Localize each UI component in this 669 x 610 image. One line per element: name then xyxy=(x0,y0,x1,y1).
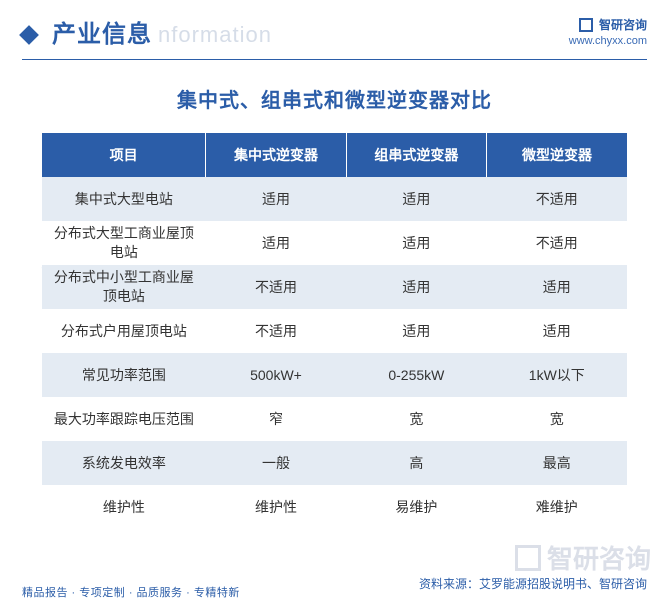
watermark-bottom-right: 智研咨询 xyxy=(515,539,651,576)
cell: 适用 xyxy=(487,309,627,353)
cell: 不适用 xyxy=(487,177,627,221)
cell: 适用 xyxy=(206,177,346,221)
cell: 适用 xyxy=(487,265,627,309)
comparison-table: 项目 集中式逆变器 组串式逆变器 微型逆变器 集中式大型电站适用适用不适用分布式… xyxy=(42,133,627,529)
col-header: 集中式逆变器 xyxy=(206,133,346,177)
row-label: 分布式大型工商业屋顶电站 xyxy=(42,221,206,265)
cell: 适用 xyxy=(346,265,486,309)
row-label: 分布式中小型工商业屋顶电站 xyxy=(42,265,206,309)
row-label: 分布式户用屋顶电站 xyxy=(42,309,206,353)
row-label: 维护性 xyxy=(42,485,206,529)
table-row: 集中式大型电站适用适用不适用 xyxy=(42,177,627,221)
table-row: 分布式中小型工商业屋顶电站不适用适用适用 xyxy=(42,265,627,309)
cell: 500kW+ xyxy=(206,353,346,397)
cell: 适用 xyxy=(346,221,486,265)
cell: 最高 xyxy=(487,441,627,485)
cell: 适用 xyxy=(346,177,486,221)
table-row: 最大功率跟踪电压范围窄宽宽 xyxy=(42,397,627,441)
cell: 0-255kW xyxy=(346,353,486,397)
row-label: 最大功率跟踪电压范围 xyxy=(42,397,206,441)
header-left: 产业信息 nformation xyxy=(22,14,272,49)
table-row: 维护性维护性易维护难维护 xyxy=(42,485,627,529)
cell: 易维护 xyxy=(346,485,486,529)
cell: 宽 xyxy=(487,397,627,441)
watermark-logo-icon xyxy=(515,545,541,571)
cell: 维护性 xyxy=(206,485,346,529)
col-header: 微型逆变器 xyxy=(487,133,627,177)
source-line: 资料来源：艾罗能源招股说明书、智研咨询 xyxy=(419,575,647,592)
page-title: 集中式、组串式和微型逆变器对比 xyxy=(0,84,669,113)
row-label: 集中式大型电站 xyxy=(42,177,206,221)
cell: 难维护 xyxy=(487,485,627,529)
brand-logo-icon xyxy=(579,18,593,32)
watermark-brand: 智研咨询 xyxy=(547,539,651,576)
cell: 宽 xyxy=(346,397,486,441)
header-rule xyxy=(22,59,647,60)
table-row: 分布式户用屋顶电站不适用适用适用 xyxy=(42,309,627,353)
table-header-row: 项目 集中式逆变器 组串式逆变器 微型逆变器 xyxy=(42,133,627,177)
brand-url: www.chyxx.com xyxy=(569,35,647,47)
table-row: 分布式大型工商业屋顶电站适用适用不适用 xyxy=(42,221,627,265)
cell: 适用 xyxy=(346,309,486,353)
header-right: 智研咨询 www.chyxx.com xyxy=(569,16,647,47)
cell: 一般 xyxy=(206,441,346,485)
footer-left: 精品报告 · 专项定制 · 品质服务 · 专精特新 xyxy=(22,584,240,600)
cell: 高 xyxy=(346,441,486,485)
header-title-en: nformation xyxy=(158,22,272,48)
cell: 不适用 xyxy=(206,265,346,309)
cell: 不适用 xyxy=(206,309,346,353)
brand-name: 智研咨询 xyxy=(599,16,647,33)
table-row: 系统发电效率一般高最高 xyxy=(42,441,627,485)
col-header: 项目 xyxy=(42,133,206,177)
header-title-cn: 产业信息 xyxy=(52,14,152,49)
cell: 1kW以下 xyxy=(487,353,627,397)
row-label: 系统发电效率 xyxy=(42,441,206,485)
table-row: 常见功率范围500kW+0-255kW1kW以下 xyxy=(42,353,627,397)
cell: 窄 xyxy=(206,397,346,441)
row-label: 常见功率范围 xyxy=(42,353,206,397)
cell: 适用 xyxy=(206,221,346,265)
cell: 不适用 xyxy=(487,221,627,265)
diamond-icon xyxy=(19,25,39,45)
comparison-table-wrap: 项目 集中式逆变器 组串式逆变器 微型逆变器 集中式大型电站适用适用不适用分布式… xyxy=(0,133,669,529)
col-header: 组串式逆变器 xyxy=(346,133,486,177)
